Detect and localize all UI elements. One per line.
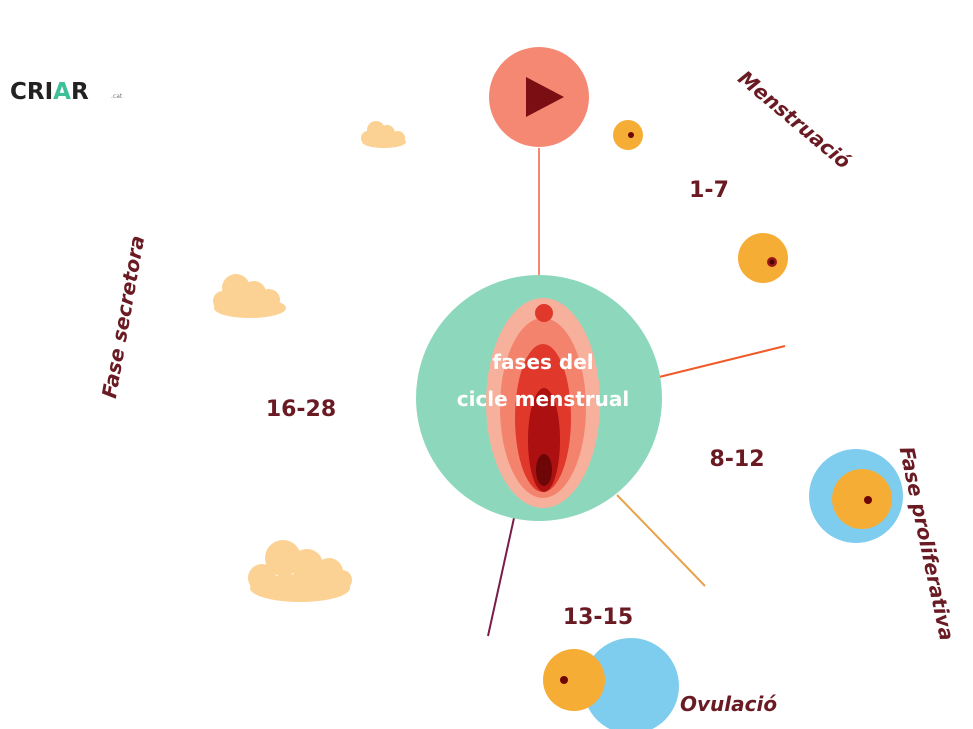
ovulation-phase-label: Ovulació: [680, 692, 777, 716]
logo-suffix: .cat: [111, 93, 123, 100]
play-icon: [526, 77, 564, 117]
play-button[interactable]: [489, 47, 589, 147]
follicle-icon: [613, 120, 643, 150]
follicle-icon: [809, 449, 903, 543]
cloud-icon: [248, 540, 352, 602]
proliferative-phase-label: Fase proliferativa: [895, 444, 960, 642]
follicle-icon: [543, 638, 679, 729]
connector-ovulation: [616, 494, 706, 587]
follicle-icon: [738, 233, 788, 283]
vulva-illustration: [486, 298, 600, 508]
menstruation-days: 1-7: [689, 178, 729, 203]
center-title-line2: cicle menstrual: [457, 387, 630, 411]
connector-proliferative: [654, 345, 786, 379]
ovulation-days: 13-15: [563, 605, 633, 630]
secretory-phase-label: Fase secretora: [97, 234, 149, 400]
cloud-icon: [361, 121, 406, 148]
menstruation-phase-label: Menstruació: [733, 66, 855, 174]
cloud-icon: [213, 274, 286, 318]
proliferative-days: 8-12: [709, 447, 764, 472]
logo-text: CRIAR: [10, 79, 89, 105]
secretory-days: 16-28: [266, 397, 336, 422]
center-circle: fases del cicle menstrual: [416, 275, 662, 521]
connector-secretory: [487, 517, 515, 637]
center-title-line1: fases del: [492, 350, 593, 374]
logo[interactable]: CRIAR .cat: [10, 79, 123, 105]
